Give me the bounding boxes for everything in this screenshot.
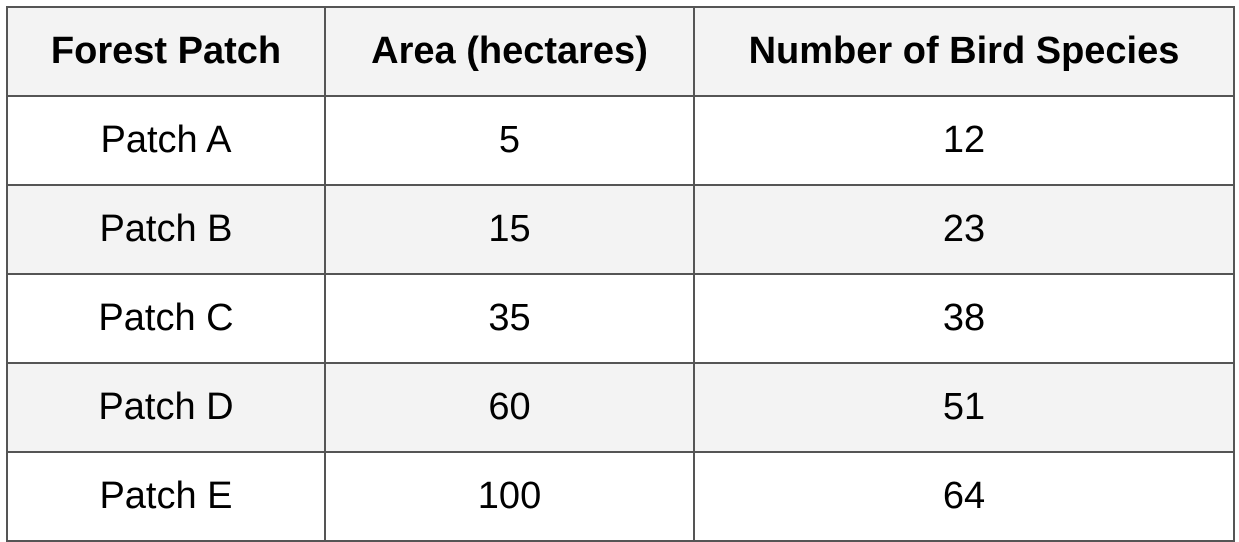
table-row: Patch E 100 64 [6, 451, 1235, 542]
table-row: Patch B 15 23 [6, 184, 1235, 275]
cell-bird-species: 38 [693, 273, 1235, 364]
table-header-row: Forest Patch Area (hectares) Number of B… [6, 6, 1235, 97]
cell-forest-patch: Patch A [6, 95, 326, 186]
cell-area: 100 [324, 451, 695, 542]
forest-patch-table: Forest Patch Area (hectares) Number of B… [6, 6, 1235, 542]
column-header-bird-species: Number of Bird Species [693, 6, 1235, 97]
table-row: Patch C 35 38 [6, 273, 1235, 364]
cell-area: 5 [324, 95, 695, 186]
cell-bird-species: 23 [693, 184, 1235, 275]
table-row: Patch A 5 12 [6, 95, 1235, 186]
cell-bird-species: 64 [693, 451, 1235, 542]
cell-area: 15 [324, 184, 695, 275]
data-table-container: Forest Patch Area (hectares) Number of B… [6, 6, 1235, 542]
cell-area: 35 [324, 273, 695, 364]
cell-bird-species: 51 [693, 362, 1235, 453]
cell-forest-patch: Patch B [6, 184, 326, 275]
table-row: Patch D 60 51 [6, 362, 1235, 453]
column-header-area: Area (hectares) [324, 6, 695, 97]
cell-area: 60 [324, 362, 695, 453]
column-header-forest-patch: Forest Patch [6, 6, 326, 97]
cell-forest-patch: Patch E [6, 451, 326, 542]
cell-forest-patch: Patch C [6, 273, 326, 364]
cell-bird-species: 12 [693, 95, 1235, 186]
cell-forest-patch: Patch D [6, 362, 326, 453]
